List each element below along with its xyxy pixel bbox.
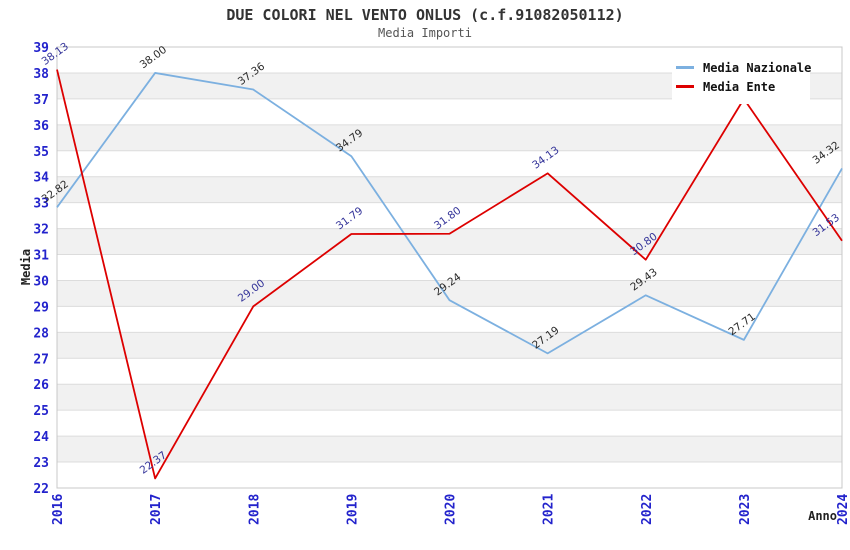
x-tick-label: 2020 (444, 494, 459, 525)
x-axis-title: Anno (808, 509, 837, 523)
grid-band (57, 176, 842, 203)
series-line-nazionale (56, 72, 843, 355)
x-tick-label: 2023 (738, 494, 753, 525)
y-tick-label: 32 (33, 223, 49, 238)
data-label: 38.00 (138, 44, 169, 71)
x-tick-label: 2022 (640, 494, 655, 525)
legend: Media Nazionale Media Ente (672, 50, 812, 104)
legend-item-media-ente: Media Ente (676, 80, 810, 94)
y-tick-label: 27 (33, 352, 49, 367)
x-tick-label: 2018 (247, 494, 262, 525)
legend-item-media-nazionale: Media Nazionale (676, 60, 812, 75)
grid-band (57, 228, 842, 255)
y-tick-label: 36 (33, 119, 49, 134)
x-tick-label: 2017 (149, 494, 164, 525)
legend-label-ente: Media Ente (703, 79, 776, 94)
y-tick-label: 39 (33, 41, 49, 56)
y-tick-label: 31 (33, 249, 49, 264)
chart-subtitle: Media Importi (378, 26, 472, 40)
y-tick-label: 25 (33, 404, 49, 419)
y-tick-label: 28 (33, 326, 49, 341)
y-tick-label: 35 (33, 145, 49, 160)
y-tick-label: 38 (33, 67, 49, 82)
y-tick-label: 24 (33, 430, 49, 445)
grid-band (57, 280, 842, 307)
x-tick-label: 2021 (542, 494, 557, 525)
grid-band (57, 332, 842, 359)
y-tick-label: 33 (33, 197, 49, 212)
y-axis-title: Media (19, 248, 33, 286)
grid-band (57, 384, 842, 411)
grid-band (57, 124, 842, 151)
grid-band (57, 436, 842, 463)
y-tick-label: 34 (33, 171, 49, 186)
legend-label-nazionale: Media Nazionale (703, 60, 812, 75)
x-tick-label: 2016 (51, 494, 66, 525)
x-tick-label: 2019 (345, 494, 360, 525)
y-tick-label: 37 (33, 93, 49, 108)
plot-border (56, 46, 843, 489)
y-tick-label: 26 (33, 378, 49, 393)
x-tick-label: 2024 (836, 494, 850, 525)
y-tick-label: 29 (33, 300, 49, 315)
chart-title: DUE COLORI NEL VENTO ONLUS (c.f.91082050… (226, 6, 624, 24)
legend-swatch-nazionale-icon (676, 66, 694, 69)
legend-swatch-ente-icon (676, 85, 694, 88)
series-line-ente (56, 69, 843, 480)
y-tick-label: 22 (33, 482, 49, 497)
y-tick-label: 30 (33, 274, 49, 289)
y-tick-label: 23 (33, 456, 49, 471)
